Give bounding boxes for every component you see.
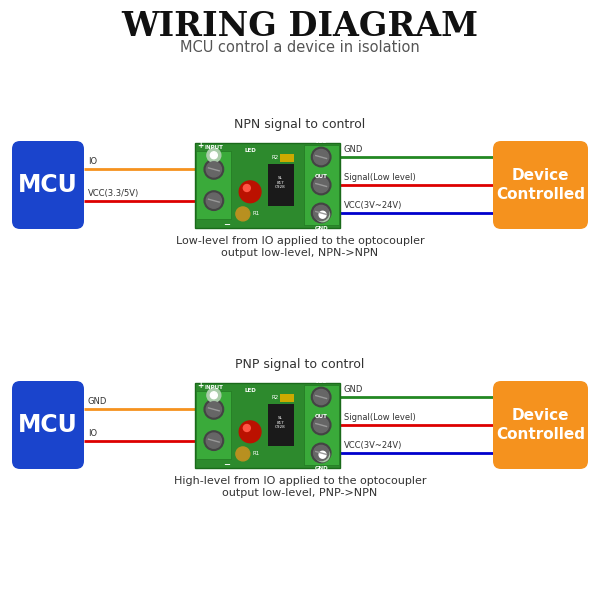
Text: GND: GND xyxy=(314,466,328,471)
Bar xyxy=(196,151,231,219)
Circle shape xyxy=(206,402,221,417)
Text: LED: LED xyxy=(244,148,256,154)
Circle shape xyxy=(244,425,250,431)
Circle shape xyxy=(319,211,326,218)
Bar xyxy=(304,145,338,225)
Text: −: − xyxy=(224,460,230,469)
Text: MCU: MCU xyxy=(18,173,78,197)
Bar xyxy=(280,154,295,162)
Circle shape xyxy=(206,193,221,208)
Circle shape xyxy=(204,400,224,419)
Bar xyxy=(280,394,295,402)
Text: +: + xyxy=(197,381,204,390)
Text: R1: R1 xyxy=(252,451,260,457)
Circle shape xyxy=(314,445,329,461)
Circle shape xyxy=(314,389,329,404)
Circle shape xyxy=(316,208,329,222)
Circle shape xyxy=(244,185,250,191)
Circle shape xyxy=(319,451,326,458)
Text: GND: GND xyxy=(344,145,364,154)
Text: +: + xyxy=(197,141,204,150)
Circle shape xyxy=(311,203,331,223)
Circle shape xyxy=(204,431,224,451)
Circle shape xyxy=(211,152,217,159)
Text: VCC(3V~24V): VCC(3V~24V) xyxy=(344,441,403,450)
Text: output low-level, PNP->NPN: output low-level, PNP->NPN xyxy=(223,487,377,497)
Circle shape xyxy=(207,148,221,162)
Text: VCC: VCC xyxy=(315,379,327,384)
Bar xyxy=(268,164,293,206)
Circle shape xyxy=(311,147,331,167)
Text: SL
817
C928: SL 817 C928 xyxy=(275,176,286,190)
Circle shape xyxy=(311,415,331,435)
FancyBboxPatch shape xyxy=(12,141,84,229)
Circle shape xyxy=(207,388,221,402)
Text: WIRING DIAGRAM: WIRING DIAGRAM xyxy=(121,10,479,43)
Circle shape xyxy=(314,418,329,433)
Circle shape xyxy=(206,433,221,448)
Text: R2: R2 xyxy=(272,155,279,160)
Text: −: − xyxy=(224,220,230,229)
Text: IO: IO xyxy=(88,157,97,166)
Text: R1: R1 xyxy=(252,211,260,217)
Circle shape xyxy=(314,178,329,193)
Circle shape xyxy=(311,387,331,407)
Text: GND: GND xyxy=(344,385,364,394)
FancyBboxPatch shape xyxy=(12,381,84,469)
Circle shape xyxy=(311,175,331,195)
Text: VCC(3.3/5V): VCC(3.3/5V) xyxy=(88,188,139,197)
Text: PNP signal to control: PNP signal to control xyxy=(235,358,365,371)
Text: VCC(3V~24V): VCC(3V~24V) xyxy=(344,201,403,210)
Text: Signal(Low level): Signal(Low level) xyxy=(344,173,416,182)
Text: R2: R2 xyxy=(272,395,279,400)
Circle shape xyxy=(314,149,329,164)
Text: GND: GND xyxy=(88,397,107,406)
Text: VCC: VCC xyxy=(315,139,327,144)
Circle shape xyxy=(316,448,329,462)
Circle shape xyxy=(236,207,250,221)
Circle shape xyxy=(239,421,261,443)
Text: High-level from IO applied to the optocoupler: High-level from IO applied to the optoco… xyxy=(174,475,426,485)
Bar xyxy=(268,404,293,446)
Circle shape xyxy=(204,191,224,211)
Text: Low-level from IO applied to the optocoupler: Low-level from IO applied to the optocou… xyxy=(176,235,424,245)
Text: output low-level, NPN->NPN: output low-level, NPN->NPN xyxy=(221,247,379,257)
Bar xyxy=(195,142,340,227)
Text: MCU: MCU xyxy=(18,413,78,437)
Text: Signal(Low level): Signal(Low level) xyxy=(344,413,416,422)
Text: LED: LED xyxy=(244,389,256,394)
Circle shape xyxy=(314,205,329,221)
Text: SL
817
C928: SL 817 C928 xyxy=(275,416,286,430)
Circle shape xyxy=(236,447,250,461)
FancyBboxPatch shape xyxy=(493,381,588,469)
Text: GND: GND xyxy=(314,226,328,231)
Text: Device
Controlled: Device Controlled xyxy=(496,168,585,202)
Text: MCU control a device in isolation: MCU control a device in isolation xyxy=(180,40,420,55)
Bar xyxy=(195,383,340,467)
Circle shape xyxy=(239,181,261,203)
Text: INPUT: INPUT xyxy=(205,145,223,150)
FancyBboxPatch shape xyxy=(493,141,588,229)
Text: Device
Controlled: Device Controlled xyxy=(496,408,585,442)
Circle shape xyxy=(311,443,331,463)
Bar xyxy=(304,385,338,465)
Text: IO: IO xyxy=(88,428,97,437)
Text: INPUT: INPUT xyxy=(205,385,223,390)
Circle shape xyxy=(204,160,224,179)
Circle shape xyxy=(206,162,221,177)
Bar xyxy=(196,391,231,459)
Text: NPN signal to control: NPN signal to control xyxy=(235,118,365,131)
Circle shape xyxy=(211,392,217,399)
Text: OUT: OUT xyxy=(315,173,328,179)
Text: OUT: OUT xyxy=(315,413,328,419)
